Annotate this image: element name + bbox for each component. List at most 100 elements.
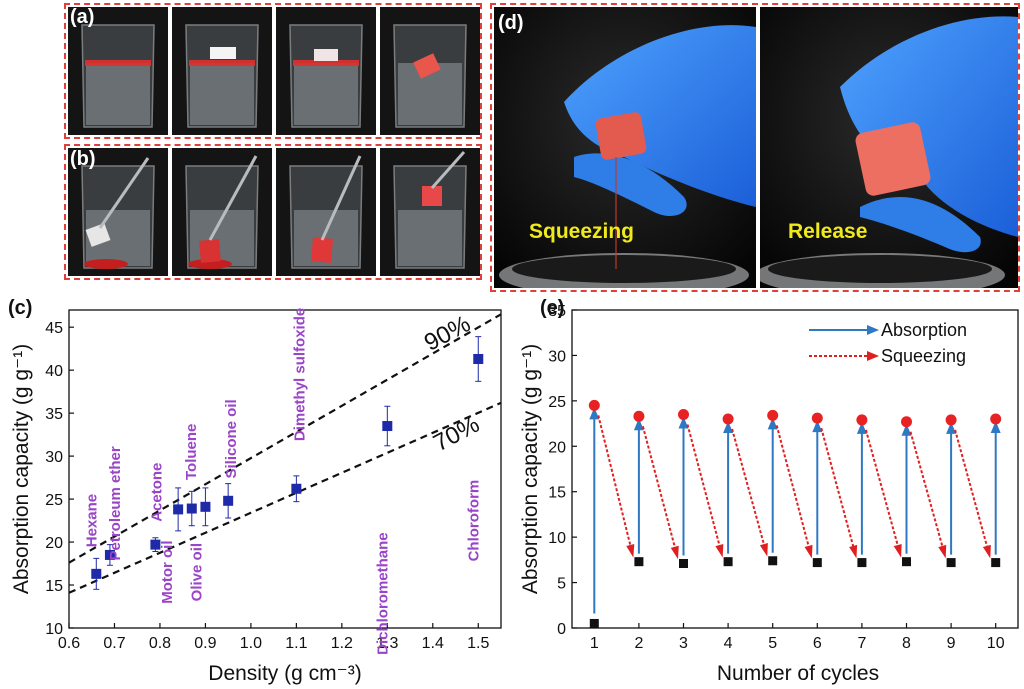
legend-e: Absorption Squeezing — [809, 320, 967, 366]
y-tick-label-c: 10 — [45, 621, 63, 638]
trend-line-70pct — [68, 401, 502, 594]
y-tick-label-c: 25 — [45, 492, 63, 509]
solvent-label: Motor oil — [159, 540, 176, 603]
x-tick-label-c: 0.9 — [194, 635, 216, 652]
solvent-label: Olive oil — [188, 543, 205, 601]
solvent-label: Petroleum ether — [107, 446, 124, 560]
squeezing-arrowhead — [759, 543, 768, 557]
y-tick-label-e: 15 — [548, 485, 566, 502]
panel-a-label: (a) — [70, 6, 95, 28]
x-tick-label-e: 3 — [679, 635, 688, 652]
squeezing-arrow — [954, 429, 990, 553]
row-a-photo-2 — [172, 7, 272, 135]
squeezing-arrowhead — [849, 544, 858, 559]
panel-b-frame — [64, 144, 482, 280]
row-a-photo-3 — [276, 7, 376, 135]
y-axis-label-c: Absorption capacity (g g⁻¹) — [10, 344, 33, 594]
squeezed-point — [812, 558, 822, 568]
x-tick-label-e: 9 — [947, 635, 956, 652]
y-tick-label-e: 35 — [548, 303, 566, 320]
x-axis-label-c: Density (g cm⁻³) — [208, 662, 361, 685]
y-tick-label-c: 40 — [45, 363, 63, 380]
absorption-arrowhead — [767, 417, 778, 430]
legend-absorption-label: Absorption — [881, 320, 967, 340]
absorbed-point — [811, 412, 823, 424]
x-tick-label-c: 1.3 — [376, 635, 398, 652]
panel-c-label: (c) — [8, 297, 32, 319]
solvent-label: Dimethyl sulfoxide — [291, 308, 308, 441]
absorbed-point — [901, 416, 912, 428]
panel-b-label: (b) — [70, 148, 96, 170]
data-point — [186, 503, 197, 514]
release-caption: Release — [788, 220, 868, 243]
squeezing-arrowhead — [982, 544, 991, 559]
data-point — [173, 504, 184, 515]
row-b-photo-1 — [68, 148, 168, 276]
solvent-label: Chloroform — [465, 480, 482, 562]
y-tick-label-c: 15 — [45, 578, 63, 595]
x-tick-label-c: 1.0 — [240, 635, 262, 652]
squeezing-arrowhead — [938, 544, 947, 559]
data-point — [150, 539, 161, 550]
squeezing-photo — [494, 7, 756, 288]
y-tick-label-c: 35 — [45, 406, 63, 423]
x-tick-label-c: 1.1 — [285, 635, 307, 652]
y-tick-label-e: 5 — [557, 576, 566, 593]
release-photo — [760, 7, 1018, 288]
row-b-photo-4 — [380, 148, 480, 276]
squeezing-arrow — [864, 429, 901, 552]
plot-frame-c — [68, 309, 502, 629]
absorption-arrowhead — [723, 421, 734, 434]
panel-d-frame — [490, 3, 1020, 292]
squeezed-point — [857, 558, 867, 568]
x-tick-label-c: 0.6 — [58, 635, 80, 652]
squeezed-point — [634, 557, 644, 567]
x-tick-label-e: 4 — [724, 635, 733, 652]
solvent-label: Hexane — [83, 494, 100, 547]
squeezing-arrow — [686, 424, 723, 552]
squeezing-arrow — [820, 427, 856, 553]
x-tick-label-e: 1 — [590, 635, 599, 652]
absorption-arrowhead — [589, 407, 600, 420]
x-axis-label-e: Number of cycles — [717, 662, 879, 685]
squeezing-arrow — [909, 431, 946, 553]
x-tick-label-c: 1.4 — [422, 635, 444, 652]
y-tick-label-c: 30 — [45, 449, 63, 466]
y-tick-label-e: 20 — [548, 439, 566, 456]
squeezed-point — [991, 558, 1001, 568]
row-a-photo-4 — [380, 7, 480, 135]
x-tick-label-e: 7 — [857, 635, 866, 652]
y-tick-label-e: 0 — [557, 621, 566, 638]
chart-e-cycles: (e) 1 2 3 4 5 6 7 8 9 10 0 5 10 15 20 25 30 35 Absorption… — [519, 297, 1019, 685]
absorbed-point — [990, 413, 1002, 425]
data-point — [382, 421, 393, 432]
trend-label-90pct: 90% — [420, 310, 475, 356]
absorption-arrowhead — [856, 421, 867, 434]
squeezed-point — [679, 558, 688, 568]
data-point — [223, 495, 234, 506]
x-tick-label-c: 0.7 — [103, 635, 125, 652]
squeezing-caption: Squeezing — [529, 220, 635, 243]
chart-c-density: (c) 0.6 0.7 0.8 0.9 1.0 1.1 1.2 1.3 1.4 1.5 10 15 20… — [8, 297, 502, 685]
squeezing-arrow — [641, 426, 678, 554]
trend-label-70pct: 70% — [429, 411, 484, 457]
row-b-photo-3 — [276, 148, 376, 276]
data-point — [473, 353, 484, 364]
squeezing-arrowhead — [670, 545, 679, 560]
y-tick-label-e: 10 — [548, 530, 566, 547]
absorption-arrowhead — [990, 421, 1001, 434]
solvent-label: Dichloromethane — [374, 532, 391, 655]
row-b-photo-2 — [172, 148, 272, 276]
x-tick-label-e: 6 — [813, 635, 822, 652]
squeezed-point — [768, 556, 778, 566]
y-tick-label-e: 30 — [548, 348, 566, 365]
panel-a-frame — [64, 3, 482, 139]
y-axis-label-e: Absorption capacity (g g⁻¹) — [519, 344, 542, 594]
absorption-arrowhead — [812, 420, 823, 433]
solvent-label: Acetone — [148, 463, 165, 522]
x-tick-label-e: 5 — [768, 635, 777, 652]
absorption-arrowhead — [678, 416, 689, 429]
absorbed-point — [945, 414, 957, 426]
x-tick-label-c: 0.8 — [149, 635, 171, 652]
squeezing-arrowhead — [893, 543, 902, 558]
